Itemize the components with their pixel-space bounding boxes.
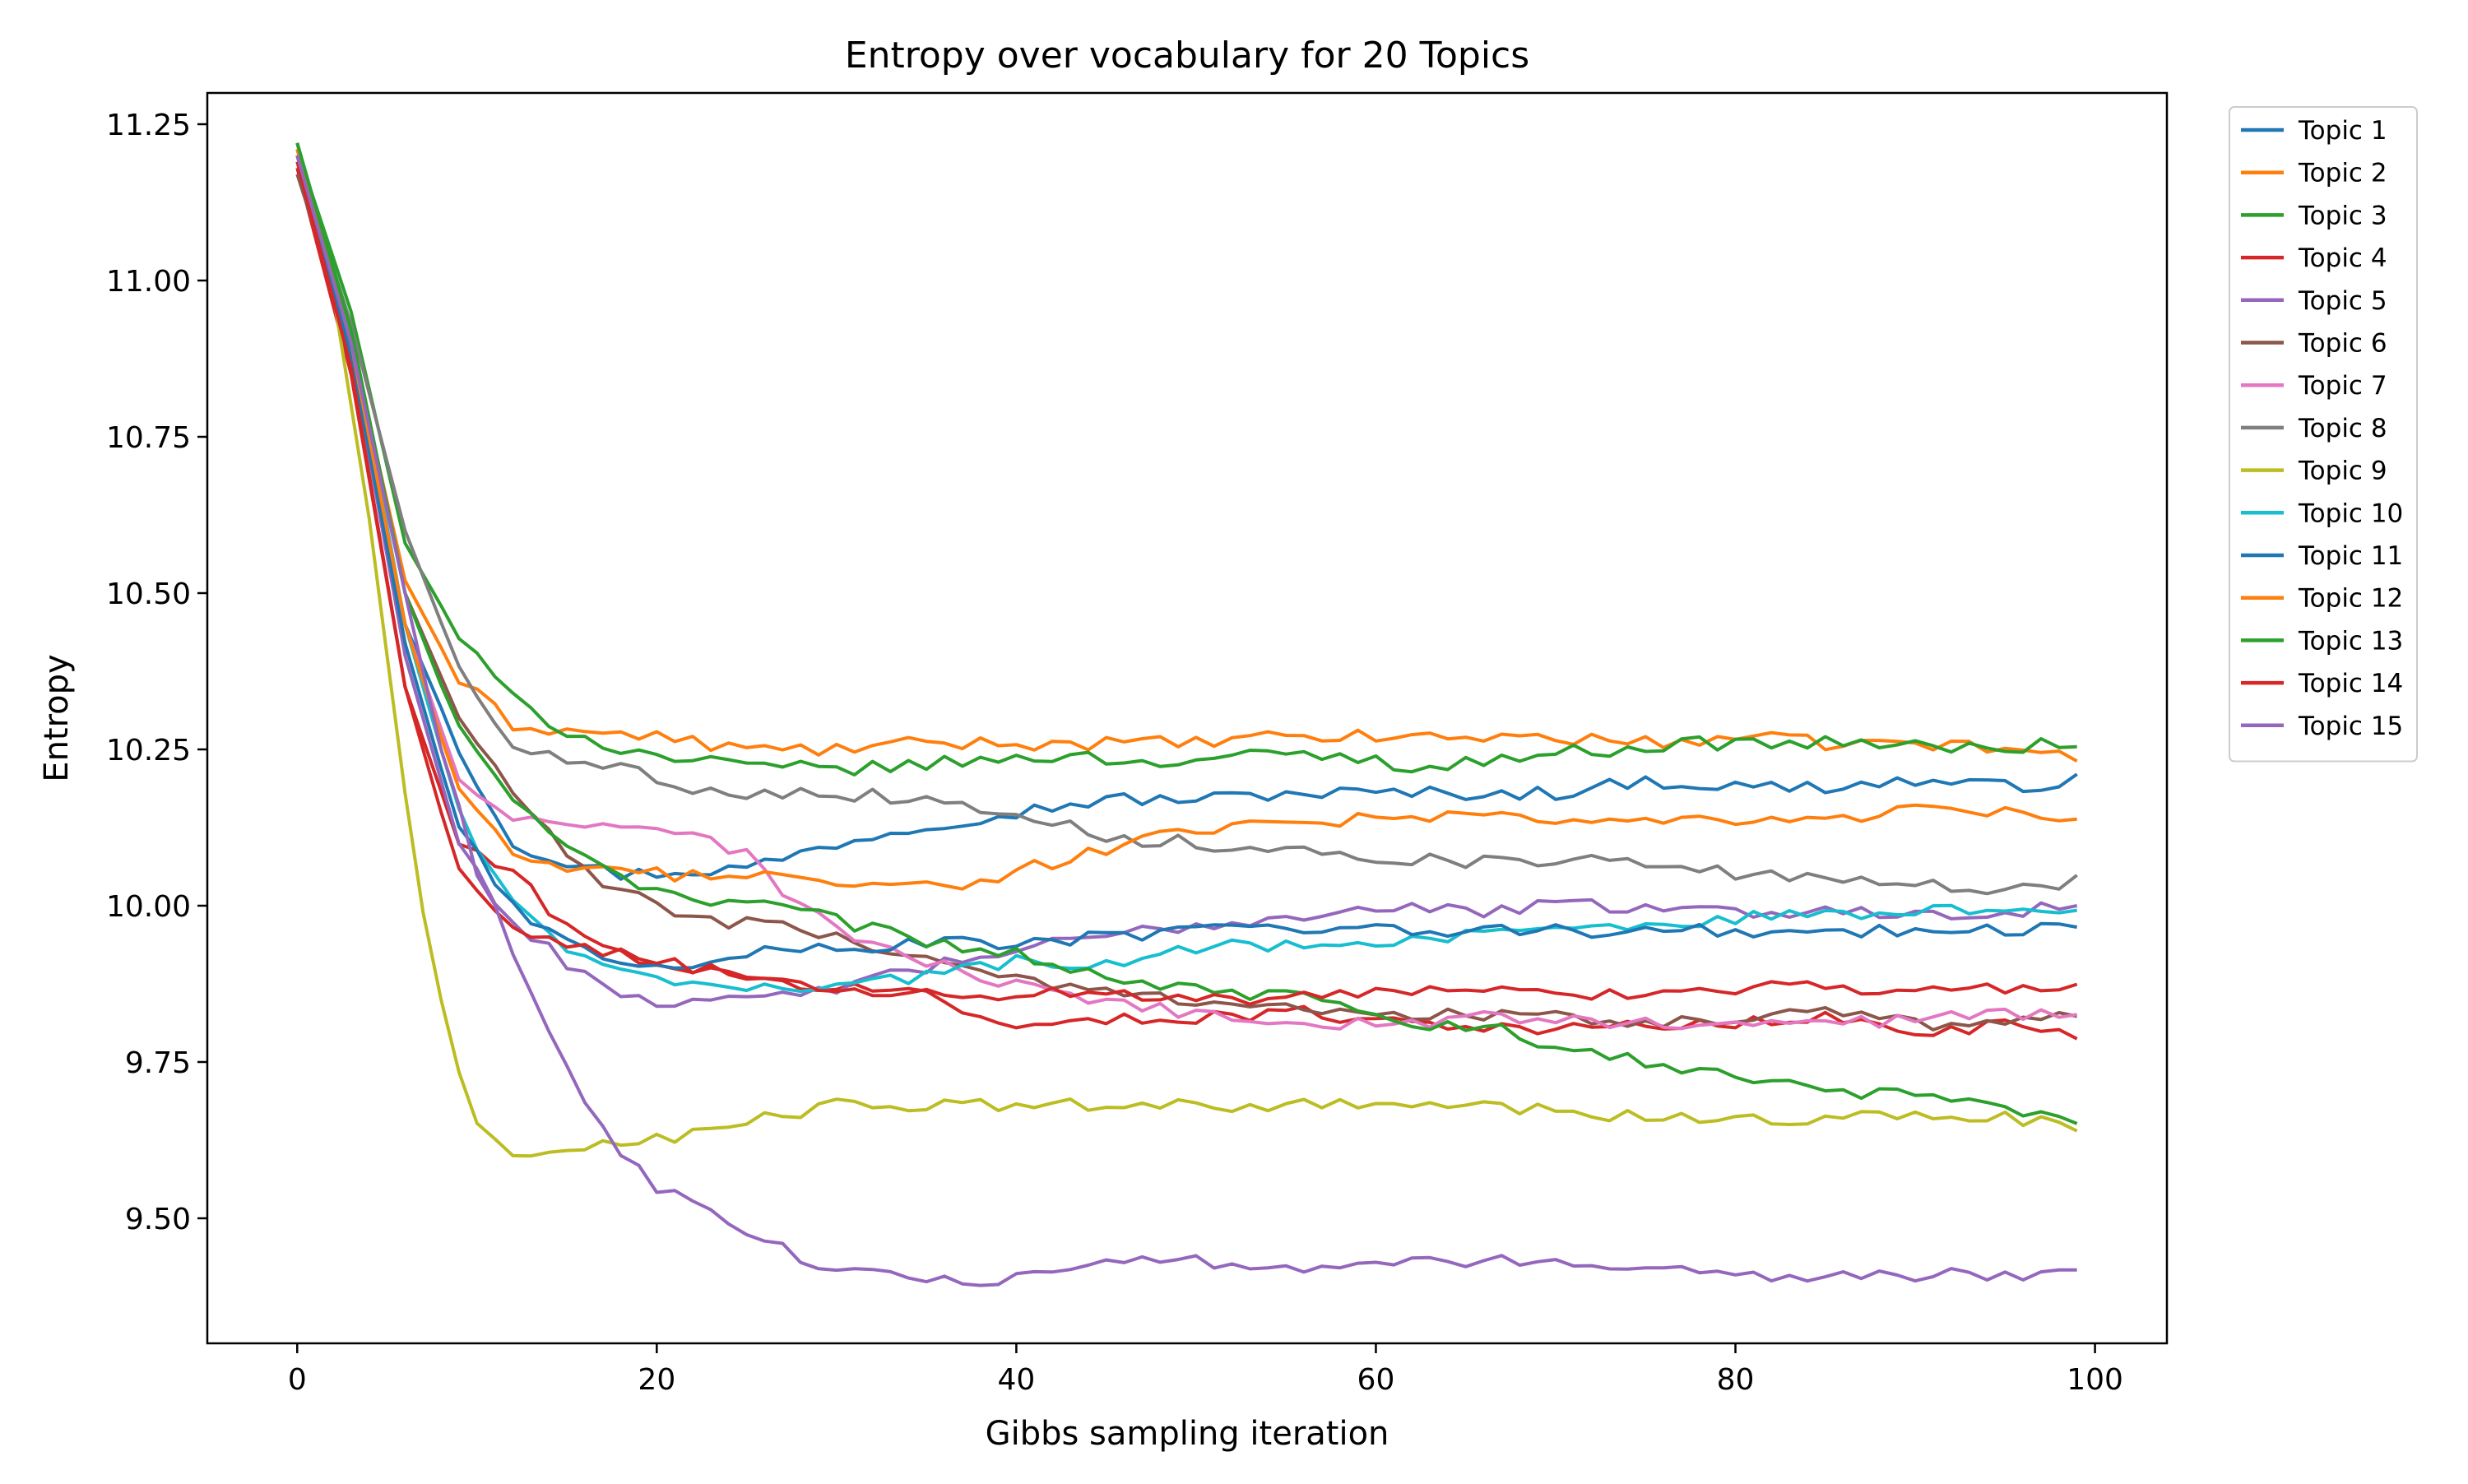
x-axis-label: Gibbs sampling iteration [986, 1415, 1389, 1453]
legend-label: Topic 13 [2298, 626, 2403, 656]
plot-frame [206, 91, 2169, 1345]
series-line-topic-5 [295, 155, 2078, 1009]
legend-label: Topic 3 [2298, 201, 2387, 230]
y-tick-label: 11.00 [106, 265, 191, 299]
y-tick-label: 10.25 [106, 734, 191, 768]
legend: Topic 1 Topic 2 Topic 3 Topic 4 Topic 5 Topic… [2229, 106, 2418, 763]
x-tick-label: 60 [1357, 1363, 1395, 1397]
legend-label: Topic 7 [2298, 371, 2387, 401]
legend-label: Topic 6 [2298, 329, 2387, 359]
legend-label: Topic 10 [2298, 499, 2403, 528]
series-line-topic-7 [295, 155, 2078, 1031]
series-line-topic-3 [295, 148, 2077, 777]
y-tick-label: 9.75 [125, 1046, 191, 1080]
y-axis-label: Entropy [38, 654, 76, 781]
series-line-topic-8 [295, 155, 2078, 896]
legend-label: Topic 2 [2298, 159, 2387, 188]
series-line-topic-11 [295, 155, 2078, 970]
legend-label: Topic 4 [2298, 243, 2387, 273]
legend-label: Topic 15 [2298, 712, 2403, 741]
series-line-topic-4 [295, 167, 2078, 1041]
y-tick-label: 10.50 [106, 577, 191, 611]
plot-area [295, 142, 2078, 1287]
y-tick-label: 10.00 [106, 890, 191, 924]
series-line-topic-2 [295, 142, 2078, 763]
legend-label: Topic 8 [2298, 414, 2387, 443]
y-tick-label: 11.25 [106, 109, 191, 142]
x-tick-label: 0 [288, 1363, 307, 1397]
series-line-topic-14 [295, 161, 2078, 1006]
x-axis: 0 20 40 60 80 100 [288, 1343, 2123, 1397]
y-tick-label: 10.75 [106, 421, 191, 455]
series-line-topic-9 [295, 142, 2078, 1158]
legend-label: Topic 12 [2298, 584, 2403, 614]
legend-label: Topic 14 [2298, 669, 2403, 698]
series-line-topic-15 [295, 155, 2077, 1287]
x-tick-label: 100 [2067, 1363, 2123, 1397]
series-line-topic-12 [295, 148, 2077, 891]
series-line-topic-10 [295, 142, 2077, 994]
x-tick-label: 40 [997, 1363, 1035, 1397]
legend-label: Topic 9 [2298, 457, 2387, 486]
x-tick-label: 20 [638, 1363, 675, 1397]
y-axis: 9.50 9.75 10.00 10.25 10.50 10.75 11.00 11.25 [106, 109, 207, 1236]
legend-label: Topic 1 [2298, 116, 2387, 146]
y-tick-label: 9.50 [125, 1203, 191, 1236]
series-line-topic-6 [295, 174, 2078, 1032]
legend-label: Topic 11 [2298, 541, 2403, 571]
chart-title: Entropy over vocabulary for 20 Topics [845, 35, 1529, 77]
series-line-topic-1 [295, 148, 2078, 881]
x-tick-label: 80 [1717, 1363, 1755, 1397]
series-line-topic-13 [295, 142, 2078, 1125]
legend-label: Topic 5 [2298, 286, 2387, 316]
